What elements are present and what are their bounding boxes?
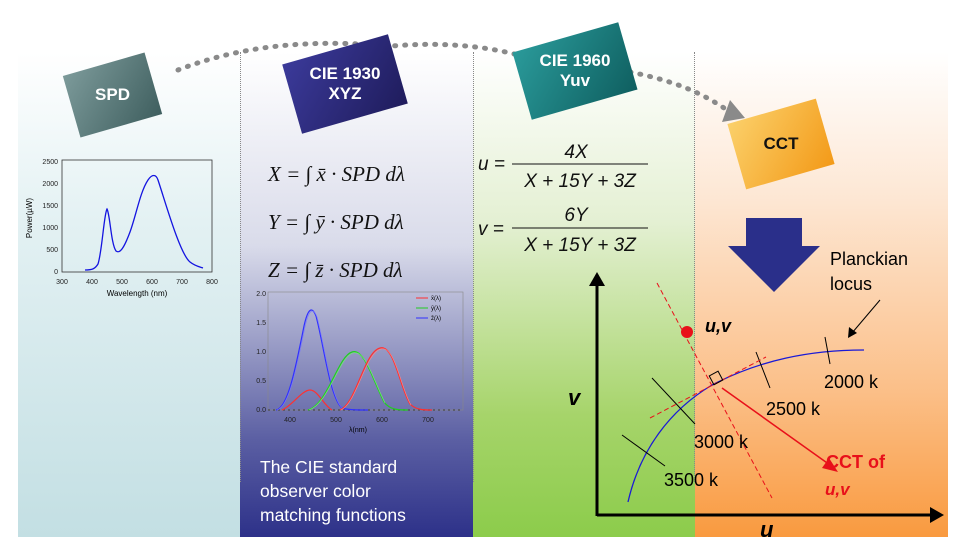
eq-z: Z = ∫ z̄ · SPD dλ [268, 258, 403, 282]
cct-box-label: CCT [763, 134, 799, 154]
cmf-x-curve [339, 347, 433, 411]
uv-equations: u = 4X X + 15Y + 3Z v = 6Y X + 15Y + 3Z [478, 142, 648, 256]
temp-3000: 3000 k [694, 432, 749, 452]
cmf-caption-line: matching functions [260, 505, 406, 525]
cct-arrow [721, 387, 831, 466]
cmf-legend-y: ȳ(λ) [431, 306, 441, 312]
cmf-legend-z: z̄(λ) [431, 316, 441, 322]
cmf-x-tick: 400 [284, 417, 296, 424]
cmf-x-tick: 600 [376, 417, 388, 424]
v-denominator: X + 15Y + 3Z [523, 235, 637, 256]
cmf-y-curve [307, 351, 409, 411]
cmf-y-tick: 0.0 [256, 407, 266, 414]
spd-box: SPD [62, 52, 163, 138]
uv-point-label: u,v [705, 316, 732, 336]
cmf-x-label: λ(nm) [349, 427, 367, 434]
tick-3500 [621, 434, 666, 467]
spd-y-tick: 500 [46, 247, 58, 254]
u-numerator: 4X [564, 142, 589, 163]
isotemp-line [656, 282, 773, 499]
cmf-caption-line: observer color [260, 481, 371, 501]
cmf-y-tick: 0.5 [256, 378, 266, 385]
cmf-y-ticks: 0.0 0.5 1.0 1.5 2.0 [256, 291, 266, 414]
spd-y-tick: 1500 [42, 203, 58, 210]
spd-plot-frame [61, 159, 213, 273]
u-lhs: u = [478, 154, 505, 175]
cie1930-label-1: CIE 1930 [309, 64, 381, 84]
cmf-y-curve-2 [308, 352, 386, 411]
spd-y-tick: 1000 [42, 225, 58, 232]
uv-point [681, 326, 693, 338]
spd-x-tick: 500 [116, 279, 128, 286]
v-axis-label: v [568, 385, 582, 410]
cmf-chart: 0.0 0.5 1.0 1.5 2.0 400 500 600 700 λ(nm… [256, 291, 464, 434]
spd-chart: 300 400 500 600 700 800 0 500 1000 1500 … [25, 159, 218, 298]
spd-curve [84, 174, 204, 271]
spd-x-tick: 300 [56, 279, 68, 286]
spd-box-label: SPD [95, 85, 130, 105]
down-arrow [728, 218, 820, 292]
divider [240, 52, 241, 482]
eq-y: Y = ∫ ȳ · SPD dλ [268, 210, 404, 234]
u-denominator: X + 15Y + 3Z [523, 171, 637, 192]
planckian-label: Planckian [830, 249, 908, 269]
eq-x: X = ∫ x̄ · SPD dλ [268, 162, 405, 186]
divider [473, 52, 474, 482]
cmf-y-tick: 2.0 [256, 291, 266, 298]
tick-2000 [824, 336, 831, 365]
spd-y-tick: 2000 [42, 181, 58, 188]
xyz-panel [240, 52, 473, 537]
spd-x-tick: 600 [146, 279, 158, 286]
cie1960-label-1: CIE 1960 [539, 51, 611, 71]
temp-3500: 3500 k [664, 470, 719, 490]
right-angle-mark [708, 370, 724, 386]
spd-x-ticks: 300 400 500 600 700 800 [56, 279, 218, 286]
spd-x-tick: 400 [86, 279, 98, 286]
cmf-y-tick: 1.5 [256, 320, 266, 327]
v-lhs: v = [478, 219, 504, 240]
spd-y-ticks: 0 500 1000 1500 2000 2500 [42, 159, 58, 276]
cmf-x-ticks: 400 500 600 700 [284, 417, 434, 424]
cmf-x-curve-2 [340, 348, 412, 411]
cie1960-box: CIE 1960 Yuv [512, 22, 638, 120]
spd-x-tick: 700 [176, 279, 188, 286]
spd-y-tick: 2500 [42, 159, 58, 166]
tick-3000 [651, 377, 696, 425]
planckian-pointer [851, 299, 881, 334]
divider [694, 52, 695, 482]
cie1960-label-2: Yuv [559, 71, 591, 90]
spd-x-label: Wavelength (nm) [107, 289, 168, 298]
cmf-x-tick: 700 [422, 417, 434, 424]
cmf-y-tick: 1.0 [256, 349, 266, 356]
planckian-label: locus [830, 274, 872, 294]
tick-2500 [755, 351, 771, 389]
v-numerator: 6Y [564, 205, 589, 226]
cct-box: CCT [727, 98, 835, 190]
temp-2500: 2500 k [766, 399, 821, 419]
temp-2000: 2000 k [824, 372, 879, 392]
cmf-legend-x: x̄(λ) [431, 296, 441, 302]
cmf-z-curve-2 [276, 310, 344, 411]
cmf-caption: The CIE standard observer color matching… [260, 455, 406, 527]
cmf-x-bump [281, 389, 333, 411]
cmf-legend: x̄(λ) ȳ(λ) z̄(λ) [416, 296, 441, 322]
u-axis-label: u [760, 517, 774, 539]
cie1930-box: CIE 1930 XYZ [282, 34, 408, 134]
cie1930-label-2: XYZ [328, 84, 362, 103]
spd-y-label: Power(µW) [25, 198, 34, 239]
cmf-x-tick: 500 [330, 417, 342, 424]
tangent-line [649, 356, 767, 419]
cct-uv-label: u,v [825, 480, 851, 499]
spd-panel [18, 52, 240, 537]
spd-y-tick: 0 [54, 269, 58, 276]
yuv-panel [473, 52, 695, 537]
spd-x-tick: 800 [206, 279, 218, 286]
cmf-z-curve [275, 309, 369, 411]
cmf-caption-line: The CIE standard [260, 457, 398, 477]
cct-of-label: CCT of [826, 452, 886, 472]
